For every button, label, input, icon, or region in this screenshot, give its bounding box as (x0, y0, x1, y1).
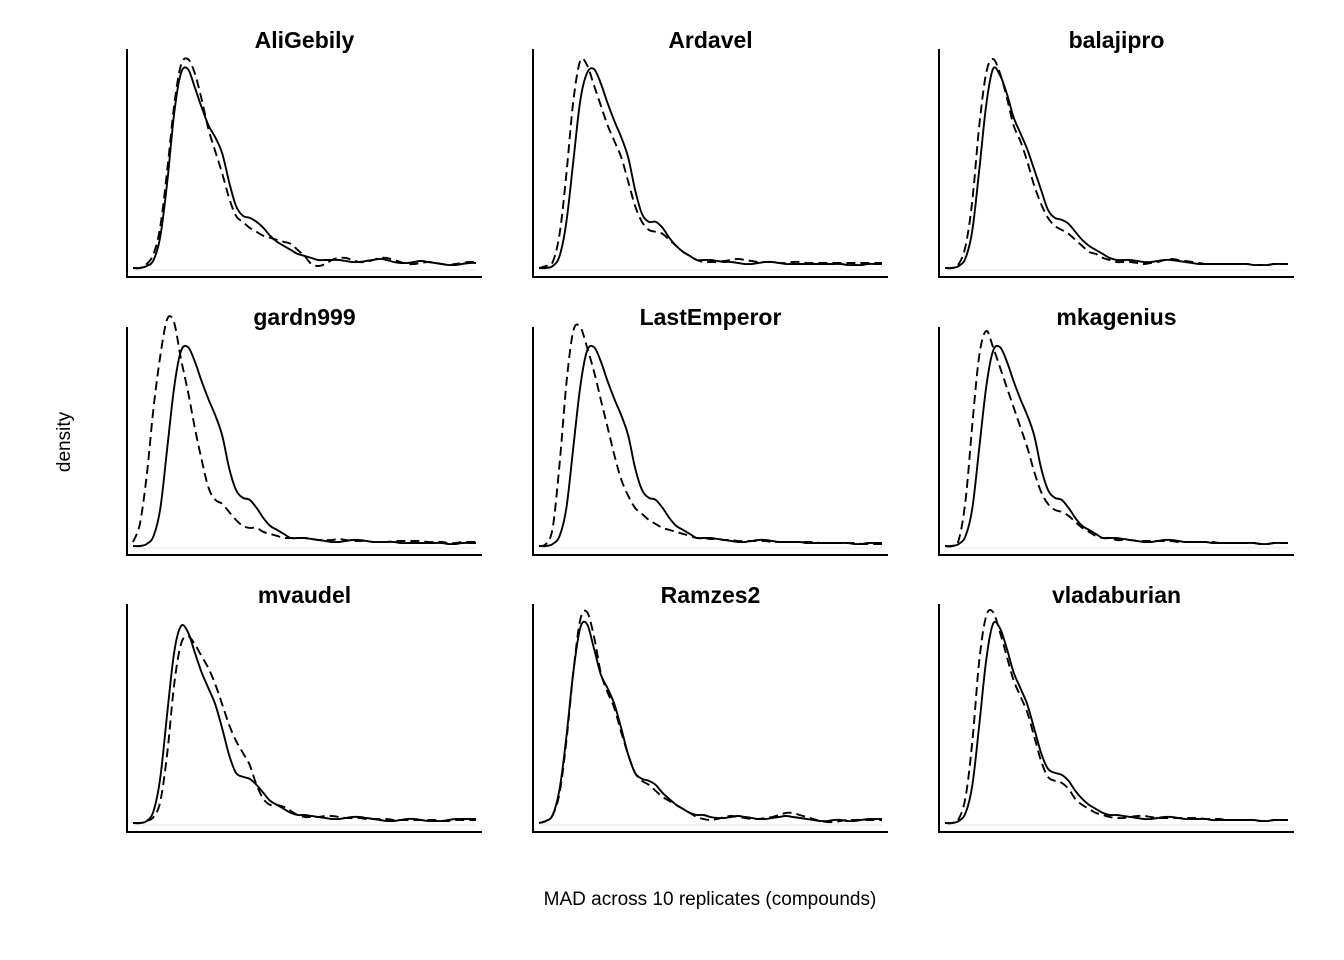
density-curve-solid (538, 620, 882, 824)
facet-panel-balajipro: balajipro (938, 27, 1294, 278)
density-curve-dashed (944, 58, 1288, 270)
density-curve-dashed (538, 609, 882, 824)
density-curve-solid (132, 66, 477, 270)
density-curve-dashed (132, 57, 477, 270)
panel-title: gardn999 (253, 304, 355, 330)
density-curve-dashed (538, 323, 882, 547)
x-axis-label: MAD across 10 replicates (compounds) (544, 889, 877, 910)
facet-panel-gardn999: gardn999 (126, 304, 482, 556)
panel-title: AliGebily (255, 27, 355, 53)
facet-panel-mvaudel: mvaudel (126, 582, 482, 833)
facet-panel-lastemperor: LastEmperor (532, 304, 888, 556)
panel-title: Ramzes2 (661, 582, 761, 608)
density-curve-solid (538, 344, 882, 548)
density-curve-dashed (132, 635, 476, 825)
facet-panel-ardavel: Ardavel (532, 27, 888, 278)
panel-title: LastEmperor (640, 304, 782, 330)
facet-panel-aligebily: AliGebily (126, 27, 482, 278)
facet-panel-mkagenius: mkagenius (938, 304, 1294, 556)
facet-panel-vladaburian: vladaburian (938, 582, 1294, 833)
panel-title: balajipro (1069, 27, 1165, 53)
density-curve-solid (132, 344, 476, 548)
density-curve-dashed (944, 609, 1288, 825)
density-curve-dashed (132, 315, 476, 545)
density-curve-solid (944, 620, 1288, 825)
density-curve-solid (944, 344, 1288, 548)
facet-panel-ramzes2: Ramzes2 (532, 582, 888, 833)
density-curve-dashed (944, 330, 1288, 548)
density-curve-solid (132, 624, 476, 825)
density-curve-solid (538, 67, 882, 270)
panel-title: mkagenius (1056, 304, 1176, 330)
density-curve-dashed (538, 57, 882, 269)
density-curve-solid (944, 66, 1288, 270)
y-axis-label: density (54, 411, 75, 472)
panel-title: mvaudel (258, 582, 351, 608)
panel-title: Ardavel (668, 27, 752, 53)
facet-panels: AliGebily Ardavel balajipro gardn999 LastEmp… (126, 27, 1294, 833)
panel-title: vladaburian (1052, 582, 1181, 608)
